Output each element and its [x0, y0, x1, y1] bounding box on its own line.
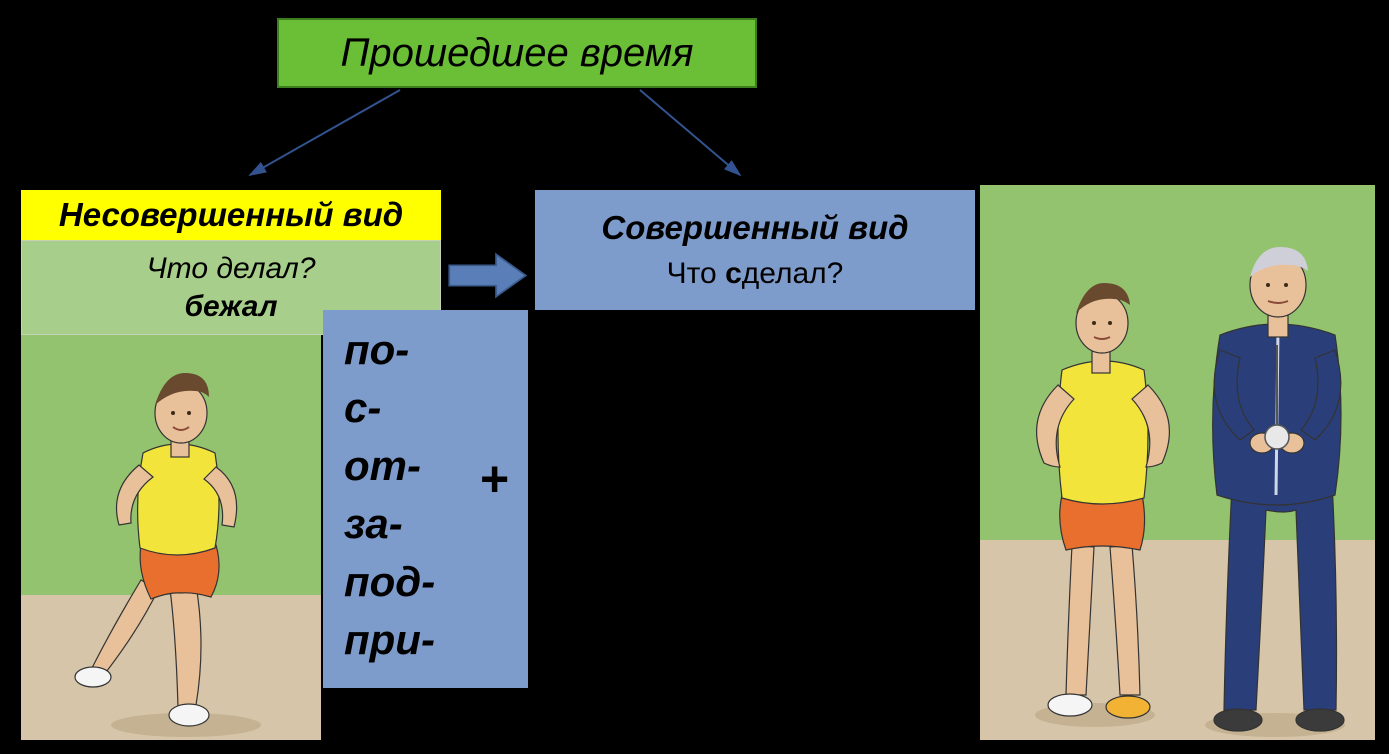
prefix-item: при- — [344, 611, 435, 669]
block-arrow-icon — [445, 248, 530, 303]
prefix-item: под- — [344, 553, 435, 611]
perfective-q-suffix: делал? — [742, 257, 844, 290]
ghost-letter: п — [825, 588, 852, 638]
imperfective-header: Несовершенный вид — [21, 190, 441, 240]
diagram-stage: Прошедшее время Несовершенный вид Что де… — [0, 0, 1389, 754]
illustration-running-boy — [21, 335, 321, 740]
imperfective-word: бежал — [184, 290, 277, 324]
prefix-item: от- — [344, 437, 421, 495]
prefix-item: по- — [344, 321, 409, 379]
prefix-item: с- — [344, 379, 381, 437]
plus-sign: + — [480, 450, 509, 508]
imperfective-header-text: Несовершенный вид — [59, 196, 403, 234]
perfective-question: Что сделал? — [667, 257, 844, 291]
perfective-q-bold: с — [725, 257, 742, 290]
perfective-q-prefix: Что — [667, 257, 725, 290]
perfective-header-box: Совершенный вид Что сделал? — [535, 190, 975, 310]
illustration-boy-coach — [980, 185, 1375, 740]
prefix-item: за- — [344, 495, 403, 553]
arrow-right — [0, 0, 1389, 200]
imperfective-question: Что делал? — [146, 252, 315, 286]
ghost-letter: п — [820, 646, 847, 696]
perfective-header-text: Совершенный вид — [601, 209, 908, 247]
